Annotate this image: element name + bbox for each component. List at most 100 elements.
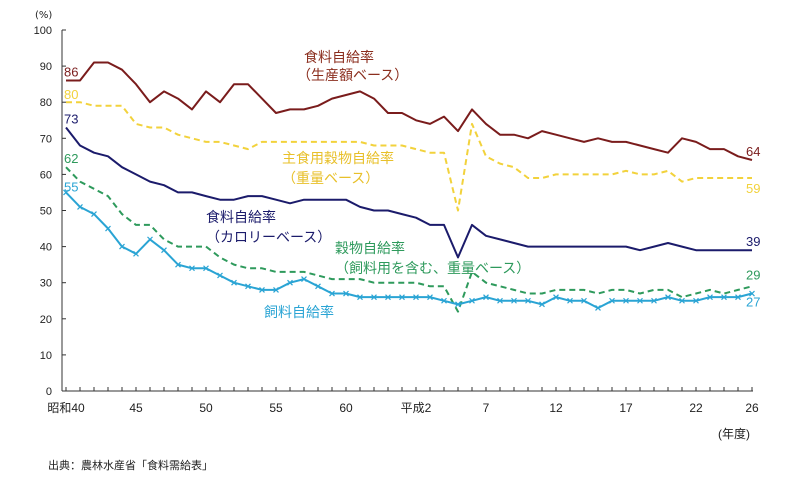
label-production-line1: 食料自給率 xyxy=(304,49,374,66)
data-point xyxy=(581,297,587,304)
x-tick-label: 55 xyxy=(269,401,283,415)
x-tick-label: 昭和40 xyxy=(47,401,85,415)
x-tick-label: 平成2 xyxy=(401,401,432,415)
data-point xyxy=(553,294,559,301)
data-point xyxy=(77,203,83,210)
data-point xyxy=(287,279,293,286)
data-point xyxy=(357,294,363,301)
start-value-label: 73 xyxy=(64,111,78,126)
data-point xyxy=(749,290,755,297)
series-line xyxy=(65,191,753,309)
label-production-line2: （生産額ベース） xyxy=(297,68,408,84)
label-grain-line2: （飼料用を含む、重量ベース） xyxy=(335,261,530,277)
data-point xyxy=(217,272,223,279)
data-point xyxy=(497,297,503,304)
data-point xyxy=(301,276,307,283)
data-point xyxy=(413,294,419,301)
data-point xyxy=(385,294,391,301)
series-1: 80 59 xyxy=(64,87,760,212)
series-0: 86 64 xyxy=(64,61,760,161)
y-tick-label: 40 xyxy=(40,242,52,254)
series-line xyxy=(65,126,752,259)
series-2: 73 39 xyxy=(64,111,760,259)
data-point xyxy=(483,294,489,301)
y-axis: 0 10 20 30 40 50 60 70 80 90 100 xyxy=(34,25,66,398)
data-point xyxy=(595,305,601,311)
data-point xyxy=(147,236,153,243)
end-value-label: 29 xyxy=(746,267,760,282)
data-point xyxy=(721,294,727,301)
label-calorie-line1: 食料自給率 xyxy=(206,209,276,226)
data-point xyxy=(189,265,195,272)
data-point xyxy=(203,265,209,272)
start-value-label: 55 xyxy=(64,179,78,194)
start-value-label: 80 xyxy=(64,87,78,102)
data-point xyxy=(91,211,97,218)
data-point xyxy=(105,225,111,232)
start-value-label: 62 xyxy=(64,151,78,166)
series-line xyxy=(66,61,753,161)
data-point xyxy=(637,297,643,304)
series-4: 55 27 xyxy=(63,179,760,311)
x-tick-label: 17 xyxy=(619,401,633,415)
end-value-label: 27 xyxy=(746,295,760,310)
end-value-label: 59 xyxy=(746,181,760,196)
data-point xyxy=(693,297,699,304)
series-3: 62 29 xyxy=(64,151,760,313)
data-point xyxy=(259,286,265,293)
data-point xyxy=(567,297,573,304)
data-point xyxy=(231,279,237,286)
data-point xyxy=(133,250,139,257)
data-point xyxy=(735,294,741,301)
start-value-label: 86 xyxy=(64,65,78,80)
data-point xyxy=(161,247,167,254)
series-line xyxy=(66,101,752,212)
y-tick-label: 70 xyxy=(40,133,52,145)
x-axis-unit: (年度) xyxy=(718,426,750,441)
x-tick-label: 50 xyxy=(199,401,213,415)
series-line xyxy=(65,166,753,313)
label-feed: 飼料自給率 xyxy=(264,304,334,321)
y-tick-label: 10 xyxy=(40,350,52,362)
data-point xyxy=(539,301,545,308)
y-tick-label: 0 xyxy=(46,386,52,398)
data-point xyxy=(273,286,279,293)
series-layer: 86 64 80 59 73 39 62 29 55 27 xyxy=(63,61,760,313)
data-point xyxy=(343,290,349,297)
data-point xyxy=(623,297,629,304)
data-point xyxy=(175,261,181,268)
data-point xyxy=(399,294,405,301)
data-point xyxy=(63,189,69,196)
data-point xyxy=(665,294,671,301)
x-tick-label: 22 xyxy=(689,401,703,415)
label-staple-line2: （重量ベース） xyxy=(282,171,379,187)
data-point xyxy=(525,297,531,304)
data-point xyxy=(329,290,335,297)
end-value-label: 64 xyxy=(746,144,760,159)
data-point xyxy=(427,294,433,301)
label-calorie-line2: （カロリーベース） xyxy=(206,230,331,246)
labels-layer: 食料自給率 （生産額ベース） 主食用穀物自給率 （重量ベース） 食料自給率 （カ… xyxy=(206,49,530,321)
y-tick-label: 20 xyxy=(40,314,52,326)
y-tick-label: 100 xyxy=(34,25,52,37)
label-grain-line1: 穀物自給率 xyxy=(335,240,405,257)
y-tick-label: 30 xyxy=(40,278,52,290)
data-point xyxy=(609,297,615,304)
source-note: 出典：農林水産省「食料需給表」 xyxy=(48,459,213,472)
x-axis: 昭和40 45 50 55 60 平成2 7 12 17 22 26 xyxy=(47,387,759,415)
data-point xyxy=(245,283,251,290)
data-point xyxy=(119,243,125,250)
x-tick-label: 45 xyxy=(129,401,143,415)
y-tick-label: 90 xyxy=(40,61,52,73)
data-point xyxy=(315,283,321,290)
data-point xyxy=(371,294,377,301)
data-point xyxy=(441,297,447,304)
data-point xyxy=(455,301,461,308)
x-tick-label: 26 xyxy=(745,401,759,415)
data-point xyxy=(707,294,713,301)
y-axis-unit: (%) xyxy=(35,10,52,21)
x-tick-label: 12 xyxy=(549,401,563,415)
label-staple-line1: 主食用穀物自給率 xyxy=(282,150,394,167)
x-tick-label: 7 xyxy=(483,401,490,415)
